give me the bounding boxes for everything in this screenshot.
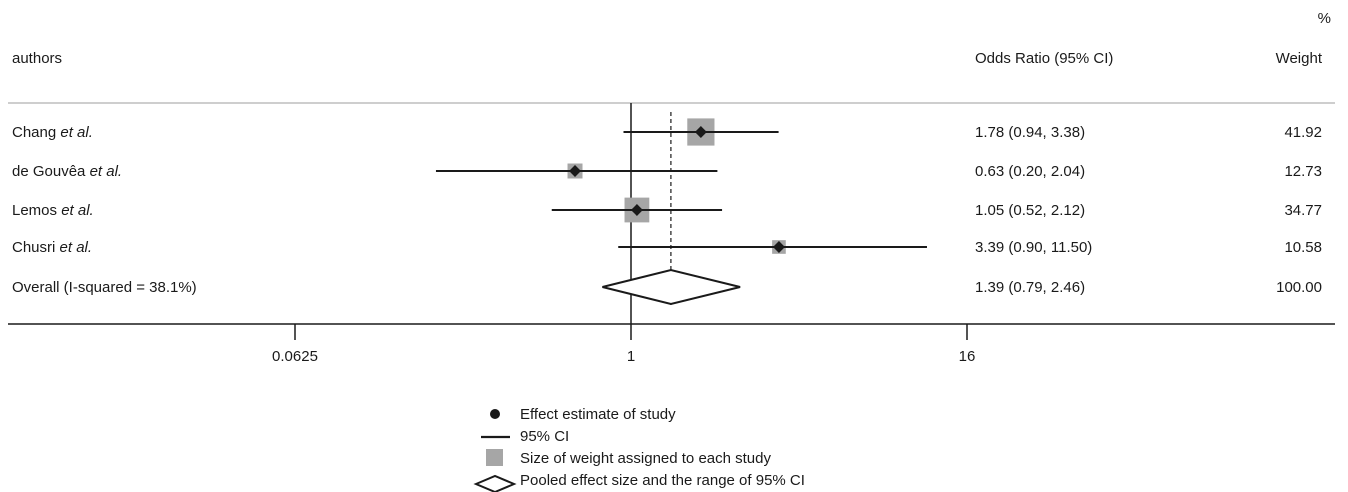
legend-label: Size of weight assigned to each study	[520, 450, 771, 467]
study-label: de Gouvêa et al.	[12, 163, 122, 180]
legend-item: 95% CI	[481, 428, 569, 445]
header-weight-unit: %	[1318, 10, 1331, 27]
legend-dot-icon	[490, 409, 500, 419]
study-weight: 12.73	[1284, 163, 1322, 180]
study-weight: 34.77	[1284, 202, 1322, 219]
study-or-ci: 3.39 (0.90, 11.50)	[975, 239, 1092, 256]
study-row: Chang et al. 1.78 (0.94, 3.38) 41.92	[12, 118, 1322, 146]
study-or-ci: 0.63 (0.20, 2.04)	[975, 163, 1085, 180]
point-estimate	[694, 126, 707, 138]
header-weight: Weight	[1276, 50, 1323, 67]
study-label: Chang et al.	[12, 124, 93, 141]
overall-row: Overall (I-squared = 38.1%) 1.39 (0.79, 2…	[12, 268, 1322, 306]
header-authors: authors	[12, 50, 62, 67]
study-row: de Gouvêa et al. 0.63 (0.20, 2.04) 12.73	[12, 163, 1322, 180]
study-row: Lemos et al. 1.05 (0.52, 2.12) 34.77	[12, 197, 1322, 223]
x-tick-label: 0.0625	[272, 348, 318, 365]
legend-label: Effect estimate of study	[520, 406, 676, 423]
legend-label: Pooled effect size and the range of 95% …	[520, 472, 805, 489]
study-or-ci: 1.05 (0.52, 2.12)	[975, 202, 1085, 219]
study-weight: 41.92	[1284, 124, 1322, 141]
x-tick-label: 1	[627, 348, 635, 365]
study-or-ci: 1.78 (0.94, 3.38)	[975, 124, 1085, 141]
legend-item: Pooled effect size and the range of 95% …	[473, 472, 805, 492]
study-label: Chusri et al.	[12, 239, 92, 256]
x-tick-label: 16	[959, 348, 976, 365]
header-odds-ratio: Odds Ratio (95% CI)	[975, 50, 1113, 67]
legend-item: Size of weight assigned to each study	[486, 449, 771, 467]
study-weight: 10.58	[1284, 239, 1322, 256]
legend-diamond-icon	[473, 474, 517, 492]
legend-square-icon	[486, 449, 503, 466]
overall-or-ci: 1.39 (0.79, 2.46)	[975, 279, 1085, 296]
study-label: Lemos et al.	[12, 202, 94, 219]
point-estimate	[630, 204, 643, 216]
legend-item: Effect estimate of study	[490, 406, 676, 423]
overall-weight: 100.00	[1276, 279, 1322, 296]
study-row: Chusri et al. 3.39 (0.90, 11.50) 10.58	[12, 239, 1322, 256]
legend: Effect estimate of study 95% CI Size of we…	[473, 406, 805, 492]
overall-label: Overall (I-squared = 38.1%)	[12, 279, 197, 296]
pooled-diamond	[602, 268, 741, 306]
legend-label: 95% CI	[520, 428, 569, 445]
